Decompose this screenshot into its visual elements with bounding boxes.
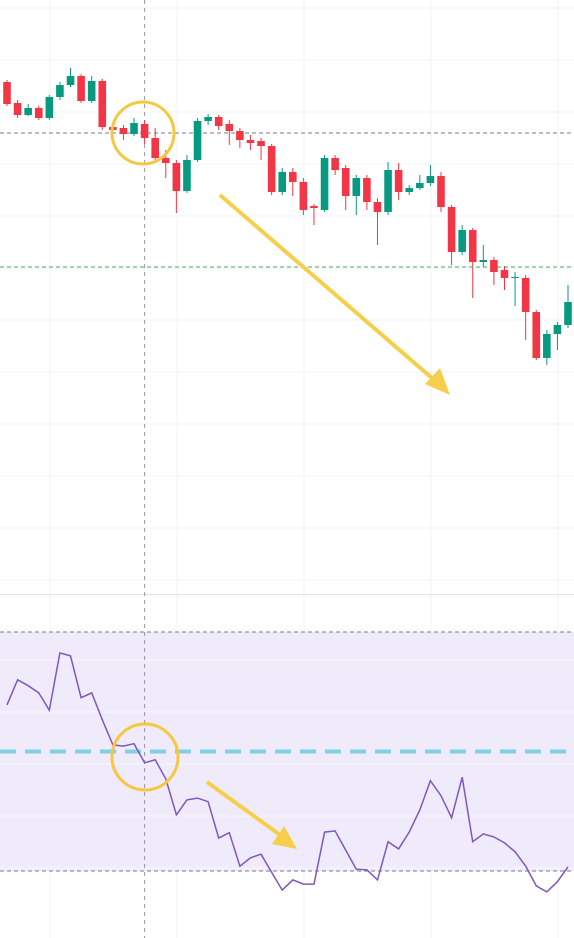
candle-body xyxy=(56,85,64,97)
candle-body xyxy=(363,178,371,202)
candle-body xyxy=(236,131,244,140)
candle-body xyxy=(500,270,509,278)
candle-body xyxy=(183,160,191,191)
candle-body xyxy=(532,312,541,358)
candle-body xyxy=(458,230,466,252)
candle-body xyxy=(521,278,530,312)
candle-body xyxy=(352,178,361,196)
candle-body xyxy=(490,260,498,272)
candle-body xyxy=(13,103,22,115)
annotations xyxy=(110,100,450,849)
candle-body xyxy=(341,168,350,196)
candle-body xyxy=(299,182,308,210)
candle-body xyxy=(479,260,488,262)
candle-body xyxy=(87,81,96,101)
candle-body xyxy=(288,172,297,182)
candle-body xyxy=(511,277,519,278)
candle-body xyxy=(140,124,149,138)
candle-body xyxy=(320,158,329,210)
candle-body xyxy=(172,163,181,191)
candle-body xyxy=(130,123,138,134)
candle-body xyxy=(151,138,159,158)
candle-body xyxy=(278,172,287,192)
candle-body xyxy=(34,108,43,118)
candle-body xyxy=(161,158,170,163)
candle-body xyxy=(66,76,75,85)
candle-body xyxy=(77,76,85,101)
candle-body xyxy=(246,140,255,143)
trend-arrow xyxy=(218,193,442,387)
candle-body xyxy=(553,325,562,334)
candle-body xyxy=(98,81,107,127)
candle-body xyxy=(24,108,32,115)
candle-body xyxy=(214,117,223,126)
candle-body xyxy=(45,97,54,118)
candle-body xyxy=(426,176,435,183)
rsi-line xyxy=(6,651,569,893)
trend-arrow xyxy=(205,780,289,842)
candle-body xyxy=(310,206,318,208)
candle-body xyxy=(468,230,477,262)
candle-body xyxy=(373,202,382,212)
arrow-head xyxy=(272,826,297,849)
candle-body xyxy=(405,188,414,192)
candle-body xyxy=(193,121,202,160)
arrow-head xyxy=(425,368,450,395)
candle-body xyxy=(257,141,265,146)
candle-body xyxy=(394,170,403,192)
candle-body xyxy=(331,158,339,170)
candle-body xyxy=(437,176,445,207)
candle-body xyxy=(225,124,234,131)
candle-body xyxy=(267,146,276,192)
candle-body xyxy=(447,207,456,252)
candle-body xyxy=(204,117,212,121)
candle-body xyxy=(384,170,392,212)
candle-body xyxy=(3,82,11,104)
highlight-circle xyxy=(110,100,176,166)
highlight-circle xyxy=(110,722,180,792)
candle-body xyxy=(416,183,424,188)
candle-body xyxy=(119,128,128,134)
candle-body xyxy=(564,302,572,325)
candle-body xyxy=(543,334,551,358)
